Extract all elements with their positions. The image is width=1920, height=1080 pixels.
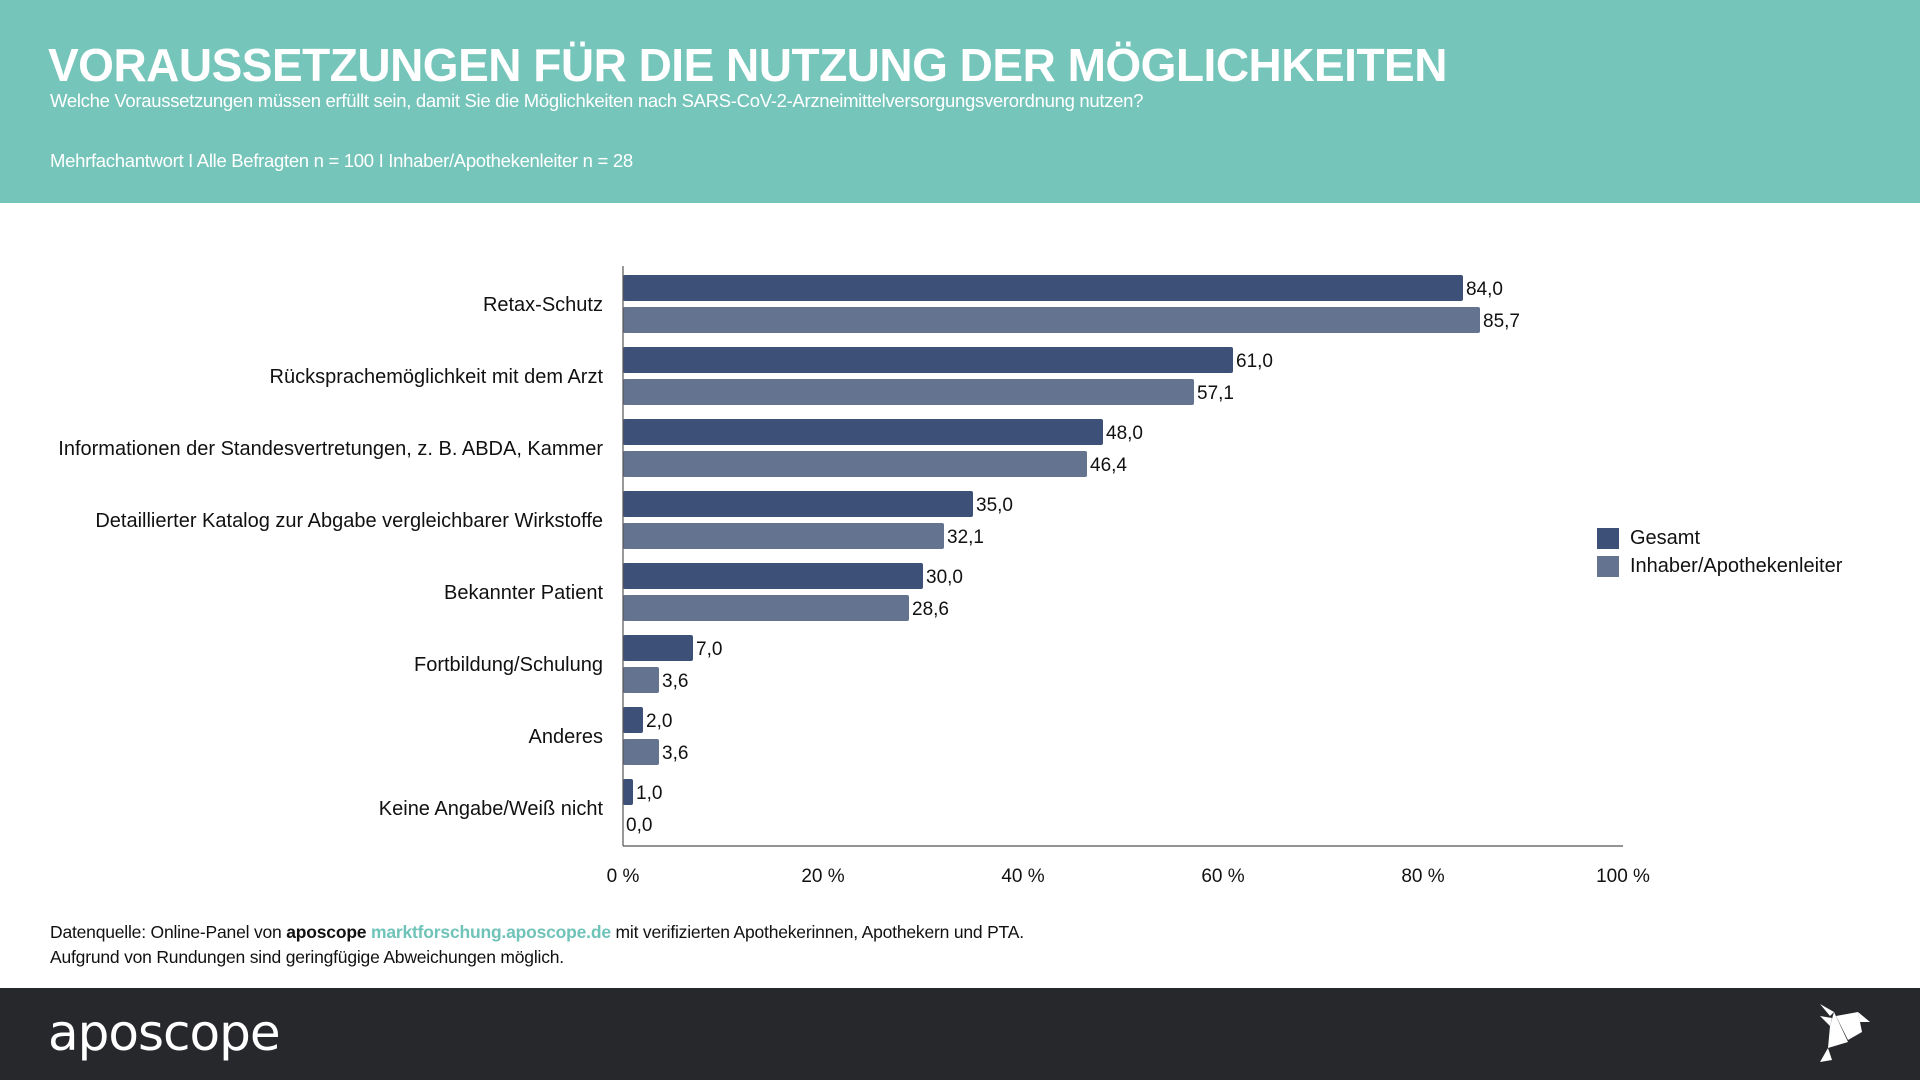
value-label: 48,0 — [1106, 423, 1143, 444]
category-labels: Retax-Schutz Rücksprachemöglichkeit mit d… — [58, 294, 603, 820]
aposcope-logo: aposcope — [48, 1004, 281, 1062]
sample-base: Mehrfachantwort I Alle Befragten n = 100… — [50, 150, 633, 171]
footer-bar: aposcope — [0, 988, 1920, 1080]
legend-item-gesamt: Gesamt — [1597, 524, 1842, 552]
value-label: 84,0 — [1466, 279, 1503, 300]
value-labels: 84,0 85,7 61,057,1 48,0 46,4 35,0 32,1 30,0 28,6… — [626, 279, 1520, 836]
bar-inhaber — [623, 667, 659, 693]
category-label: Fortbildung/Schulung — [414, 654, 603, 676]
bar-inhaber — [623, 739, 659, 765]
value-label: 30,0 — [926, 567, 963, 588]
bar-gesamt — [623, 275, 1463, 301]
x-tick-label: 40 % — [1001, 866, 1044, 887]
page-title: VORAUSSETZUNGEN FÜR DIE NUTZUNG DER MÖGL… — [48, 39, 1447, 91]
source-brand: aposcope — [286, 922, 367, 942]
rounding-note: Aufgrund von Rundungen sind geringfügige… — [50, 947, 564, 967]
x-tick-label: 100 % — [1596, 866, 1650, 887]
origami-bird-icon — [1820, 1004, 1870, 1062]
legend-swatch-inhaber — [1597, 555, 1619, 577]
question-subtitle: Welche Voraussetzungen müssen erfüllt se… — [50, 90, 1144, 111]
category-label: Retax-Schutz — [483, 294, 603, 316]
bar-inhaber — [623, 451, 1087, 477]
category-label: Bekannter Patient — [444, 582, 603, 604]
legend-item-inhaber: Inhaber/Apothekenleiter — [1597, 552, 1842, 580]
bar-gesamt — [623, 635, 693, 661]
x-tick-label: 60 % — [1201, 866, 1244, 887]
data-source-note: Datenquelle: Online-Panel von aposcope m… — [50, 920, 1024, 970]
bar-inhaber — [623, 595, 909, 621]
x-tick-label: 80 % — [1401, 866, 1444, 887]
value-label: 28,6 — [912, 599, 949, 620]
x-tick-labels: 0 % 20 % 40 % 60 % 80 % 100 % — [607, 866, 1650, 887]
source-prefix: Datenquelle: Online-Panel von — [50, 922, 287, 942]
value-label: 2,0 — [646, 711, 672, 732]
bar-gesamt — [623, 347, 1233, 373]
value-label: 7,0 — [696, 639, 722, 660]
value-label: 0,0 — [626, 815, 652, 836]
source-link[interactable]: marktforschung.aposcope.de — [371, 922, 611, 942]
bars-layer — [623, 275, 1480, 805]
legend-label-inhaber: Inhaber/Apothekenleiter — [1630, 554, 1843, 577]
value-label: 46,4 — [1090, 455, 1127, 476]
category-label: Anderes — [529, 726, 604, 748]
source-suffix: mit verifizierten Apothekerinnen, Apothe… — [610, 922, 1025, 942]
bar-gesamt — [623, 563, 923, 589]
source-line: Datenquelle: Online-Panel von aposcope m… — [50, 920, 1024, 945]
chart-legend: Gesamt Inhaber/Apothekenleiter — [1597, 524, 1842, 580]
bar-gesamt — [623, 707, 643, 733]
bar-inhaber — [623, 379, 1194, 405]
category-label: Informationen der Standesvertretungen, z… — [58, 438, 603, 460]
bar-inhaber — [623, 523, 944, 549]
value-label: 3,6 — [662, 743, 688, 764]
value-label: 61,0 — [1236, 351, 1273, 372]
value-label: 85,7 — [1483, 311, 1520, 332]
bar-gesamt — [623, 779, 633, 805]
value-label: 57,1 — [1197, 383, 1234, 404]
legend-swatch-gesamt — [1597, 527, 1619, 549]
header-banner: VORAUSSETZUNGEN FÜR DIE NUTZUNG DER MÖGL… — [0, 0, 1920, 203]
x-tick-label: 0 % — [607, 866, 640, 887]
category-label: Rücksprachemöglichkeit mit dem Arzt — [270, 366, 604, 388]
category-label: Detaillierter Katalog zur Abgabe verglei… — [95, 510, 603, 532]
value-label: 3,6 — [662, 671, 688, 692]
bar-inhaber — [623, 307, 1480, 333]
bar-gesamt — [623, 419, 1103, 445]
category-label: Keine Angabe/Weiß nicht — [379, 798, 604, 820]
value-label: 32,1 — [947, 527, 984, 548]
value-label: 1,0 — [636, 783, 662, 804]
x-tick-label: 20 % — [801, 866, 844, 887]
bar-gesamt — [623, 491, 973, 517]
legend-label-gesamt: Gesamt — [1630, 526, 1701, 549]
value-label: 35,0 — [976, 495, 1013, 516]
